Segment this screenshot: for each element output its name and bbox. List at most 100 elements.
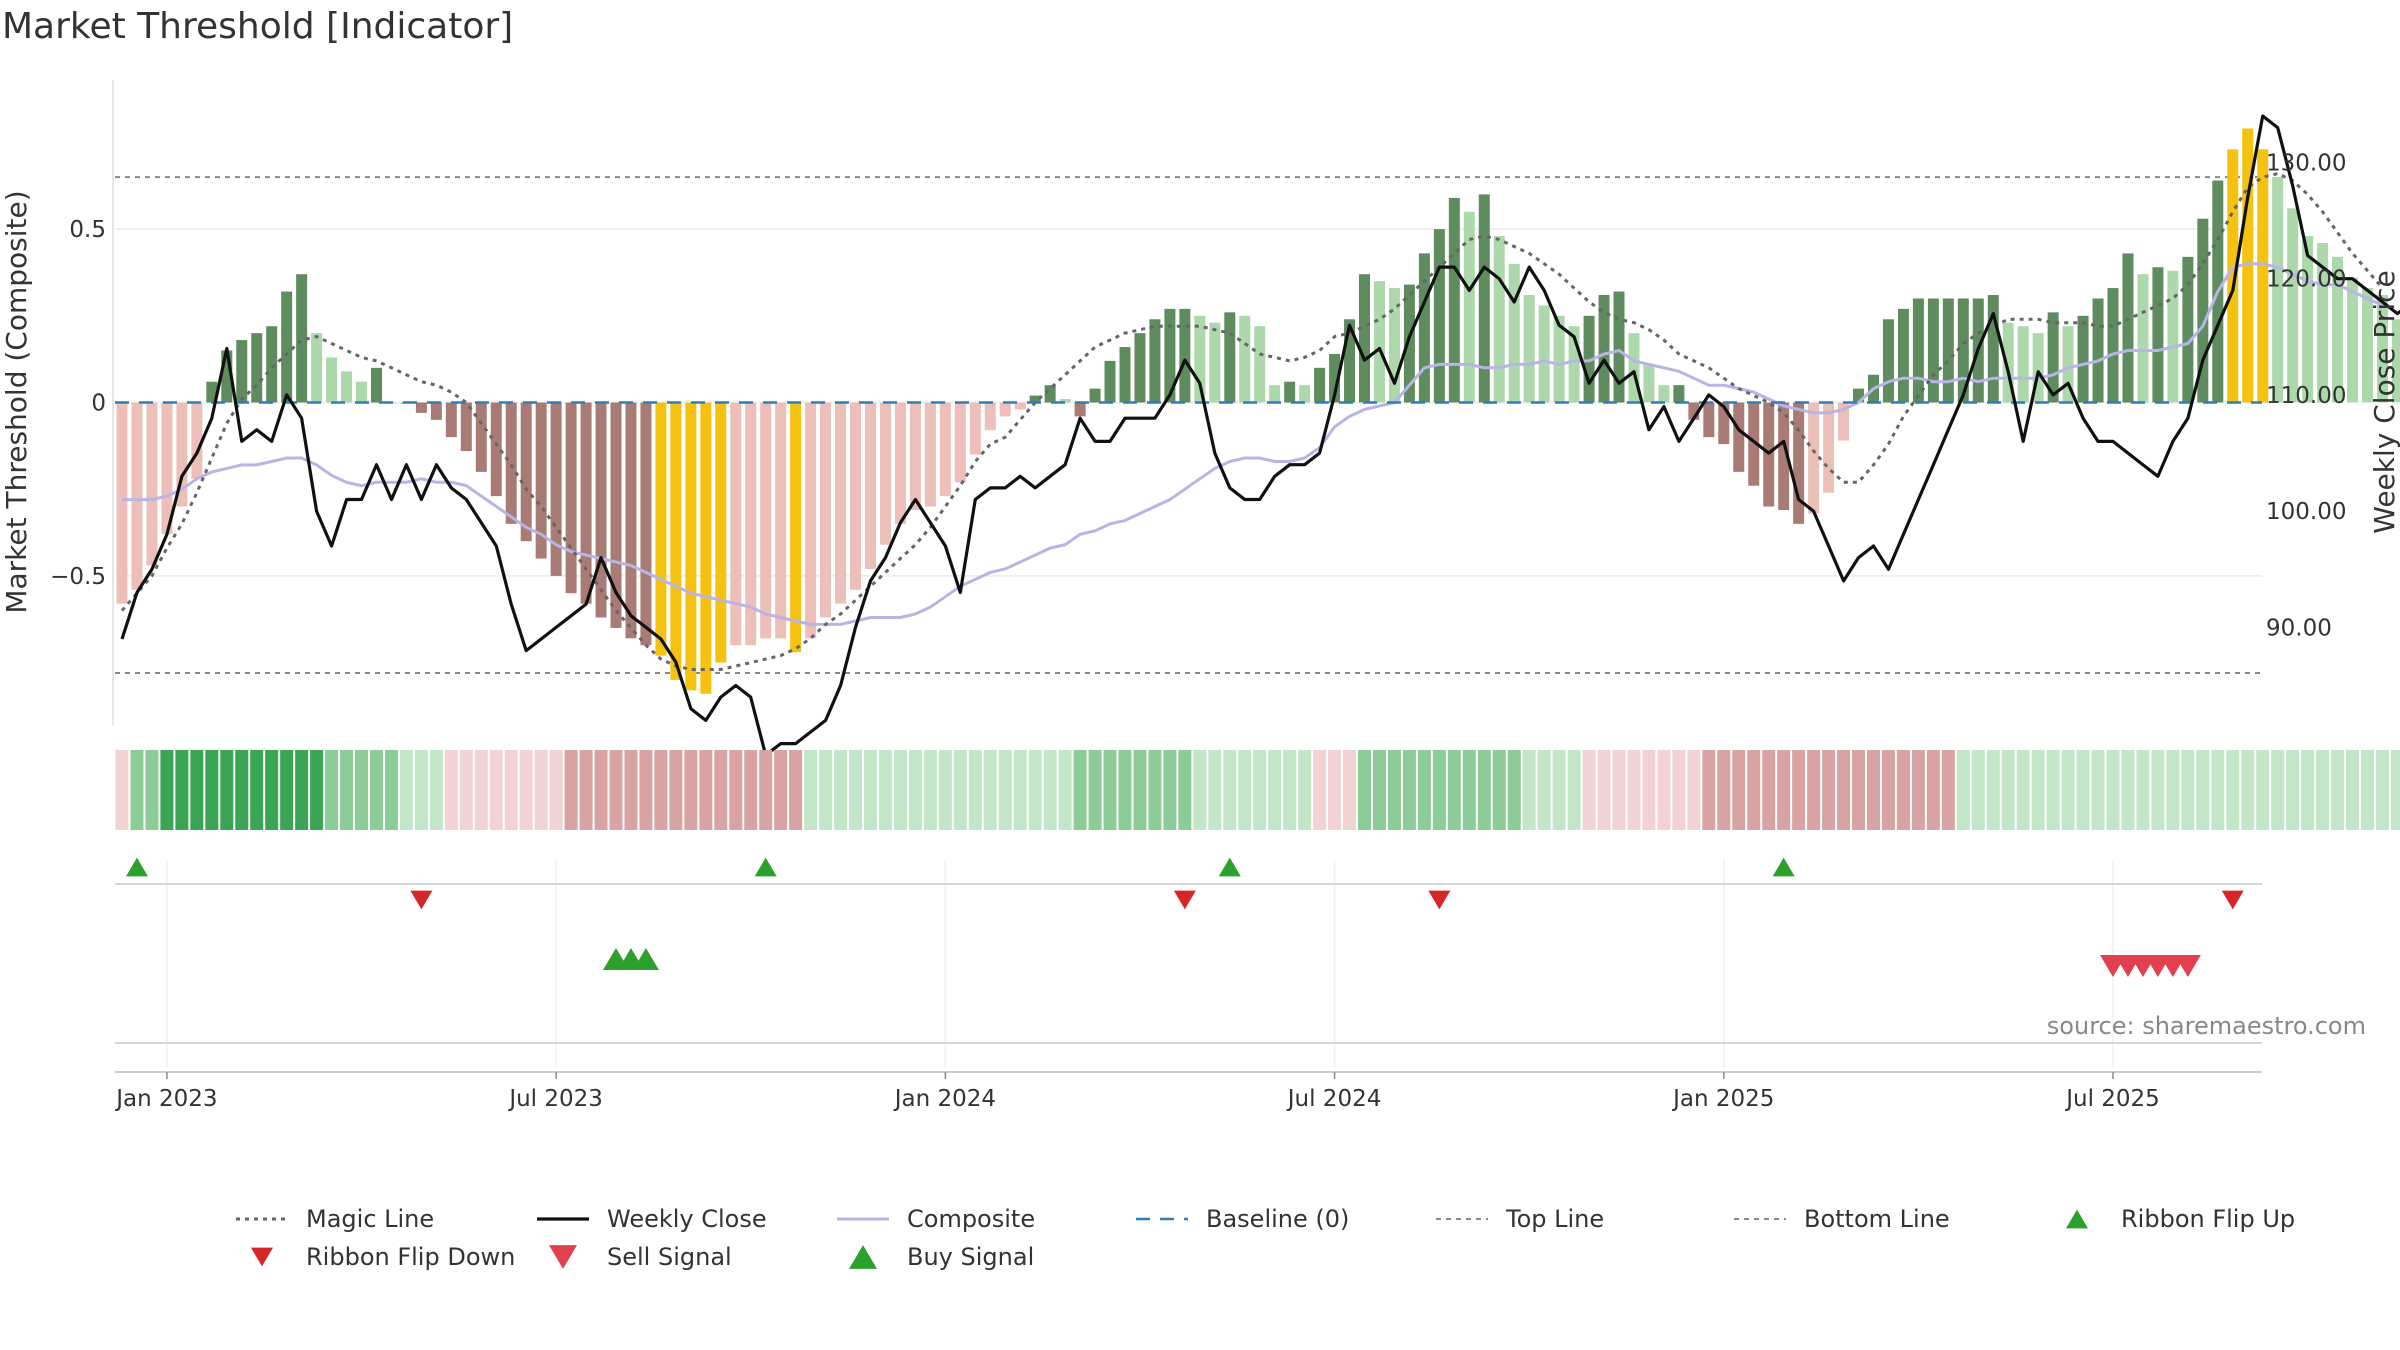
ribbon-cell bbox=[519, 750, 533, 830]
composite-bar bbox=[1134, 333, 1146, 403]
composite-bar bbox=[281, 291, 293, 403]
ribbon-cell bbox=[504, 750, 518, 830]
ribbon-cell bbox=[564, 750, 578, 830]
composite-bar bbox=[1628, 333, 1640, 403]
ribbon-cell bbox=[2241, 750, 2255, 830]
legend-label: Bottom Line bbox=[1804, 1205, 1950, 1233]
ribbon-cell bbox=[145, 750, 159, 830]
ribbon-cell bbox=[2286, 750, 2300, 830]
ribbon-cell bbox=[594, 750, 608, 830]
legend-label: Ribbon Flip Down bbox=[306, 1243, 515, 1271]
composite-bar bbox=[850, 402, 862, 590]
composite-bar bbox=[311, 333, 323, 403]
legend-item-baseline: Baseline (0) bbox=[1136, 1205, 1349, 1233]
ribbon-cell bbox=[834, 750, 848, 830]
composite-bar bbox=[1014, 402, 1026, 410]
ribbon-cell bbox=[1298, 750, 1312, 830]
ribbon-cell bbox=[1627, 750, 1641, 830]
composite-bar bbox=[1329, 353, 1341, 403]
ribbon-cell bbox=[1178, 750, 1192, 830]
ribbon-flip-down-marker bbox=[1173, 890, 1196, 910]
ribbon-cell bbox=[2061, 750, 2075, 830]
ribbon-cell bbox=[2346, 750, 2360, 830]
composite-bar bbox=[2302, 236, 2314, 403]
composite-bar bbox=[2347, 277, 2359, 403]
composite-bar bbox=[1598, 295, 1610, 403]
ribbon-cell bbox=[2091, 750, 2105, 830]
ribbon-cell bbox=[1253, 750, 1267, 830]
ribbon-cell bbox=[624, 750, 638, 830]
ribbon-cell bbox=[205, 750, 219, 830]
left-tick-label: 0.5 bbox=[69, 217, 106, 243]
composite-bar bbox=[1418, 253, 1430, 403]
composite-bar bbox=[1987, 295, 1999, 403]
ribbon-flip-down-marker bbox=[2221, 890, 2244, 910]
composite-bar bbox=[2287, 208, 2299, 403]
composite-bar bbox=[640, 402, 652, 646]
legend-label: Ribbon Flip Up bbox=[2121, 1205, 2295, 1233]
composite-bar bbox=[2077, 315, 2089, 403]
legend-item-magic: Magic Line bbox=[236, 1205, 434, 1233]
ribbon-cell bbox=[220, 750, 234, 830]
composite-bar bbox=[1793, 402, 1805, 524]
composite-bar bbox=[1074, 402, 1086, 417]
composite-bar bbox=[1433, 229, 1445, 403]
composite-bar bbox=[131, 402, 143, 590]
ribbon-cell bbox=[1567, 750, 1581, 830]
ribbon-cell bbox=[1313, 750, 1327, 830]
composite-bar bbox=[1029, 395, 1041, 403]
legend-label: Composite bbox=[907, 1205, 1035, 1233]
ribbon-cell bbox=[1148, 750, 1162, 830]
ribbon-cell bbox=[265, 750, 279, 830]
ribbon-cell bbox=[669, 750, 683, 830]
composite-bar bbox=[1703, 402, 1715, 438]
ribbon-cell bbox=[1163, 750, 1177, 830]
ribbon-cell bbox=[1043, 750, 1057, 830]
ribbon-cell bbox=[235, 750, 249, 830]
ribbon-cell bbox=[1358, 750, 1372, 830]
composite-bar bbox=[1942, 298, 1954, 403]
ribbon-cell bbox=[2256, 750, 2270, 830]
composite-bar bbox=[2272, 177, 2284, 403]
composite-bar bbox=[191, 402, 203, 479]
composite-bar bbox=[670, 402, 682, 680]
ribbon-cell bbox=[1522, 750, 1536, 830]
composite-bar bbox=[1673, 385, 1685, 403]
ribbon-cell bbox=[1193, 750, 1207, 830]
ribbon-cell bbox=[414, 750, 428, 830]
x-axis: Jan 2023 Jul 2023 Jan 2024 Jul 2024 Jan 2025… bbox=[114, 1071, 2262, 1112]
ribbon-cell bbox=[1777, 750, 1791, 830]
ribbon-cell bbox=[2166, 750, 2180, 830]
ribbon-cell bbox=[1073, 750, 1087, 830]
ribbon-cell bbox=[1717, 750, 1731, 830]
ribbon-cell bbox=[2181, 750, 2195, 830]
ribbon-cell bbox=[459, 750, 473, 830]
ribbon-cell bbox=[968, 750, 982, 830]
composite-bar bbox=[909, 402, 921, 510]
ribbon-cell bbox=[130, 750, 144, 830]
composite-bar bbox=[2197, 218, 2209, 403]
composite-bar bbox=[505, 402, 517, 524]
ribbon-cell bbox=[2046, 750, 2060, 830]
composite-bar bbox=[490, 402, 502, 497]
x-tick-label: Jul 2025 bbox=[2064, 1086, 2160, 1112]
ribbon-cell bbox=[1702, 750, 1716, 830]
composite-bar bbox=[430, 402, 442, 420]
ribbon-cell bbox=[1492, 750, 1506, 830]
composite-bar bbox=[1344, 319, 1356, 403]
ribbon-cell bbox=[474, 750, 488, 830]
ribbon-cell bbox=[190, 750, 204, 830]
composite-bar bbox=[1194, 315, 1206, 403]
composite-bar bbox=[1508, 263, 1520, 403]
ribbon-cell bbox=[1881, 750, 1895, 830]
ribbon-cell bbox=[1552, 750, 1566, 830]
ribbon-flip-down-marker bbox=[1428, 890, 1451, 910]
composite-bar bbox=[520, 402, 532, 542]
composite-bar bbox=[865, 402, 876, 569]
composite-bar bbox=[206, 381, 218, 403]
composite-bar bbox=[1478, 194, 1490, 403]
composite-bar bbox=[580, 402, 592, 604]
composite-bar bbox=[2092, 298, 2104, 403]
composite-bar bbox=[924, 402, 936, 507]
ribbon-cell bbox=[1028, 750, 1042, 830]
